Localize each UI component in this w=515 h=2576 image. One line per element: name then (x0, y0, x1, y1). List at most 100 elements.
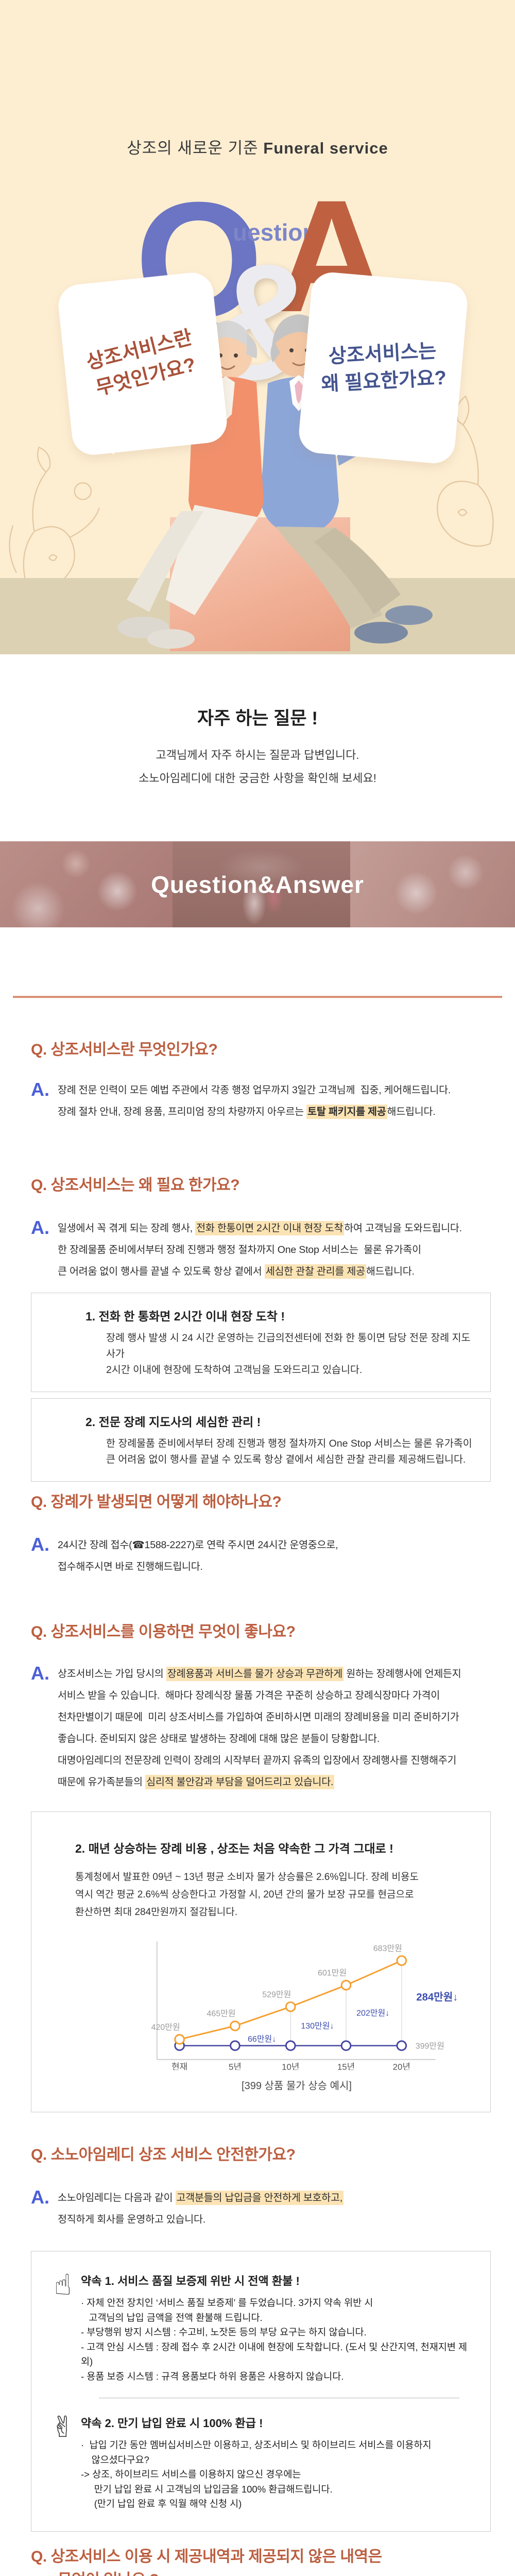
title-korean: 상조의 새로운 기준 (127, 139, 259, 157)
text-line: Q. 상조서비스 이용 시 제공내역과 제공되지 않은 내역은 (31, 2548, 382, 2565)
promise-lines: · 자체 안전 장치인 ‘서비스 품질 보증제’ 를 두었습니다. 3가지 약속… (81, 2296, 475, 2384)
intro-line1: 고객님께서 자주 하시는 질문과 답변입니다. (156, 749, 359, 761)
promise-lines: · 납입 기간 동안 멤버십서비스만 이용하고, 상조서비스 및 하이브리드 서… (81, 2438, 432, 2512)
text-line: 장례 전문 인력이 모든 예법 주관에서 각종 행정 업무까지 3일간 고객님께… (58, 1084, 451, 1096)
svg-text:465만원: 465만원 (207, 2009, 235, 2019)
qa-section-3: Q. 장례가 발생되면 어떻게 해야하나요? A. 24시간 장례 접수(☎15… (31, 1490, 491, 1578)
question: Q. 상조서비스는 왜 필요 한가요? (31, 1174, 491, 1197)
speech-bubble-right: 상조서비스는 왜 필요한가요? (297, 270, 469, 465)
speech-bubble-left: 상조서비스란 무엇인가요? (56, 270, 229, 457)
text-line: - 용품 보증 시스템 : 규격 용품보다 하위 용품은 사용하지 않습니다. (81, 2370, 344, 2382)
answer-text: 상조서비스는 가입 당시의 장례용품과 서비스를 물가 상승과 무관하게 원하는… (58, 1663, 461, 1793)
question: Q. 상조서비스를 이용하면 무엇이 좋나요? (31, 1620, 491, 1643)
text-line: 때문에 유가족분들의 심리적 불안감과 부담을 덜어드리고 있습니다. (58, 1771, 461, 1793)
bubble-left-text: 상조서비스란 무엇인가요? (46, 262, 238, 465)
banner-overlay (0, 841, 515, 927)
info-box-title: 1. 전화 한 통화면 2시간 이내 현장 도착 ! (85, 1310, 285, 1323)
text-line: 일생에서 꼭 겪게 되는 장례 행사, 전화 한통이면 2시간 이내 현장 도착… (58, 1217, 462, 1239)
text-line: - 부당행위 방지 시스템 : 수고비, 노잣돈 등의 부당 요구는 하지 않습… (81, 2327, 367, 2337)
qa-section-5: Q. 소노아임레디 상조 서비스 안전한가요? A. 소노아임레디는 다음과 같… (31, 2143, 491, 2532)
text-line: 통계청에서 발표한 09년 ~ 13년 평균 소비자 물가 상승률은 2.6%입… (75, 1872, 419, 1883)
svg-text:399만원: 399만원 (416, 2041, 444, 2050)
banner-photo-flowers (0, 841, 173, 927)
answer-text: 24시간 장례 접수(☎1588-2227)로 연락 주시면 24시간 운영중으… (58, 1534, 338, 1578)
bubble-right-text: 상조서비스는 왜 필요한가요? (300, 273, 466, 462)
promise-title: 약속 2. 만기 납입 완료 시 100% 환급 ! (81, 2417, 263, 2430)
banner-photo-wreath (350, 841, 515, 927)
text-line: -> 상조, 하이브리드 서비스를 이용하지 않으신 경우에는 (81, 2469, 301, 2480)
text-line: 좋습니다. 준비되지 않은 상태로 발생하는 장례에 대해 많은 분들이 당황합… (58, 1733, 380, 1744)
qa-section-2: Q. 상조서비스는 왜 필요 한가요? A. 일생에서 꼭 겪게 되는 장례 행… (31, 1174, 491, 1482)
text-line: 장례 행사 발생 시 24 시간 운영하는 긴급의전센터에 전화 한 통이면 담… (106, 1332, 471, 1360)
hand-victory-icon: ✌ (50, 2411, 75, 2443)
intro-line2: 소노아임레디에 대한 궁금한 사항을 확인해 보세요! (139, 772, 376, 785)
answer-text: 장례 전문 인력이 모든 예법 주관에서 각종 행정 업무까지 3일간 고객님께… (58, 1079, 451, 1123)
text-line: 한 장례물품 준비에서부터 장례 진행과 행정 절차까지 One Stop 서비… (58, 1244, 421, 1256)
text-line: 소노아임레디는 다음과 같이 고객분들의 납입금을 안전하게 보호하고, (58, 2187, 344, 2209)
svg-text:66만원↓: 66만원↓ (248, 2035, 276, 2044)
text-line: 않으셨다구요? (81, 2454, 149, 2465)
text-line: 환산하면 최대 284만원까지 절감됩니다. (75, 1907, 238, 1918)
question: Q. 상조서비스 이용 시 제공내역과 제공되지 않은 내역은무엇이 있나요 ? (31, 2545, 491, 2576)
svg-text:130만원↓: 130만원↓ (301, 2022, 334, 2031)
svg-text:10년: 10년 (282, 2062, 299, 2070)
title-english: Funeral service (263, 139, 388, 157)
price-rise-box: 2. 매년 상승하는 장례 비용 , 상조는 처음 약속한 그 가격 그대로 !… (31, 1811, 491, 2112)
banner-photo-memorial (173, 841, 350, 927)
text-line: 서비스 받을 수 있습니다. 해마다 장례식장 물품 가격은 꾸준히 상승하고 … (58, 1690, 440, 1701)
text-line: 접수해주시면 바로 진행해드립니다. (58, 1561, 203, 1572)
answer-text: 소노아임레디는 다음과 같이 고객분들의 납입금을 안전하게 보호하고, 정직하게… (58, 2187, 344, 2230)
info-box-body: 한 장례물품 준비에서부터 장례 진행과 행정 절차까지 One Stop 서비… (85, 1436, 478, 1468)
svg-text:20년: 20년 (393, 2062, 410, 2070)
text-line: 왜 필요한가요? (320, 367, 448, 396)
text-line: 한 장례물품 준비에서부터 장례 진행과 행정 절차까지 One Stop 서비… (106, 1438, 472, 1449)
text-line: 2시간 이내에 현장에 도착하여 고객님을 도와드리고 있습니다. (106, 1364, 363, 1376)
text-line: Q. 상조서비스는 왜 필요 한가요? (31, 1177, 240, 1194)
svg-text:529만원: 529만원 (262, 1990, 291, 1999)
promise-item-2: ✌ 약속 2. 만기 납입 완료 시 100% 환급 ! · 납입 기간 동안 … (45, 2412, 475, 2512)
info-box-2: 2. 전문 장례 지도사의 세심한 관리 ! 한 장례물품 준비에서부터 장례 … (31, 1398, 491, 1482)
answer-badge: A. (31, 1079, 49, 1100)
info-box-body: 장례 행사 발생 시 24 시간 운영하는 긴급의전센터에 전화 한 통이면 담… (85, 1330, 478, 1378)
banner-title: Question&Answer (151, 871, 364, 898)
text-line: - 고객 안심 시스템 : 장례 접수 후 2시간 이내에 현장에 도착합니다.… (81, 2341, 468, 2367)
hand-one-finger-icon: ☝ (54, 2268, 72, 2301)
chart-box-desc: 통계청에서 발표한 09년 ~ 13년 평균 소비자 물가 상승률은 2.6%입… (75, 1869, 478, 1921)
svg-text:683만원: 683만원 (373, 1944, 402, 1953)
text-line: (만기 납입 완료 후 익월 해약 신청 시) (81, 2498, 242, 2509)
text-line: 역시 역간 평균 2.6%씩 상승한다고 가정할 시, 20년 간의 물가 보장… (75, 1889, 414, 1900)
text-line: 장례 절차 안내, 장례 용품, 프리미엄 장의 차량까지 아우르는 토탈 패키… (58, 1101, 451, 1123)
svg-text:현재: 현재 (171, 2062, 187, 2070)
answer-badge: A. (31, 1663, 49, 1684)
promise-box: ☝ 약속 1. 서비스 품질 보증제 위반 시 전액 환불 ! · 자체 안전 … (31, 2251, 491, 2532)
qa-section-4: Q. 상조서비스를 이용하면 무엇이 좋나요? A. 상조서비스는 가입 당시의… (31, 1620, 491, 2112)
text-line: Q. 소노아임레디 상조 서비스 안전한가요? (31, 2146, 296, 2163)
page-title: 상조의 새로운 기준 Funeral service (0, 135, 515, 158)
text-line: Q. 상조서비스란 무엇인가요? (31, 1041, 218, 1058)
text-line: 큰 어려움 없이 행사를 끝낼 수 있도록 항상 곁에서 세심한 관찰 관리를 … (58, 1261, 462, 1282)
price-chart: 399만원 420만원 465만원 529만원 601만원 683만원 66만원↓ 130만원… (151, 1941, 458, 2070)
text-line: Q. 장례가 발생되면 어떻게 해야하나요? (31, 1494, 282, 1511)
promise-title: 약속 1. 서비스 품질 보증제 위반 시 전액 환불 ! (81, 2275, 300, 2287)
intro-section: 자주 하는 질문 ! 고객님께서 자주 하시는 질문과 답변입니다. 소노아임레… (0, 654, 515, 841)
text-line: · 납입 기간 동안 멤버십서비스만 이용하고, 상조서비스 및 하이브리드 서… (81, 2439, 432, 2450)
svg-text:15년: 15년 (337, 2062, 355, 2070)
qa-section-1: Q. 상조서비스란 무엇인가요? A. 장례 전문 인력이 모든 예법 주관에서… (31, 1038, 491, 1123)
svg-text:5년: 5년 (229, 2062, 242, 2070)
text-line: 정직하게 회사를 운영하고 있습니다. (58, 2214, 205, 2225)
answer-badge: A. (31, 1534, 49, 1555)
text-line: 무엇이 있나요 ? (31, 2568, 491, 2576)
svg-text:284만원↓: 284만원↓ (416, 1991, 458, 2003)
answer-badge: A. (31, 1217, 49, 1238)
promise-divider (99, 2397, 459, 2399)
promise-item-1: ☝ 약속 1. 서비스 품질 보증제 위반 시 전액 환불 ! · 자체 안전 … (45, 2268, 475, 2384)
chart-caption: [399 상품 물가 상승 예시] (242, 2080, 352, 2092)
info-box-1: 1. 전화 한 통화면 2시간 이내 현장 도착 ! 장례 행사 발생 시 24… (31, 1293, 491, 1392)
section-divider (13, 996, 502, 998)
text-line: 큰 어려움 없이 행사를 끝낼 수 있도록 항상 곁에서 세심한 관찰 관리를 … (106, 1454, 466, 1465)
svg-text:202만원↓: 202만원↓ (356, 2008, 389, 2018)
text-line: 24시간 장례 접수(☎1588-2227)로 연락 주시면 24시간 운영중으… (58, 1539, 338, 1551)
text-line: 대명아임레디의 전문장례 인력이 장례의 시작부터 끝까지 유족의 입장에서 장… (58, 1755, 457, 1766)
intro-heading: 자주 하는 질문 ! (197, 708, 318, 728)
